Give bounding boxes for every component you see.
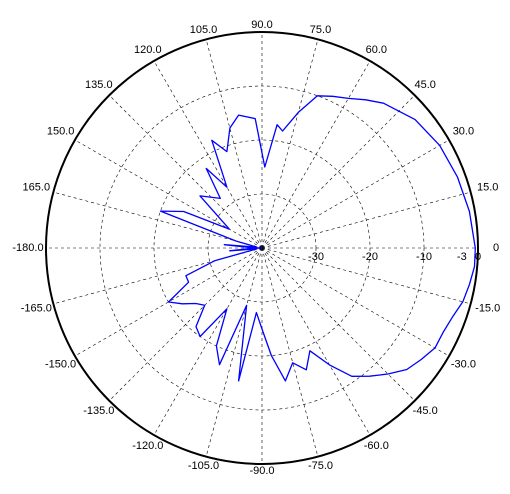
grid-spoke <box>261 247 471 305</box>
grid-spoke <box>261 247 371 436</box>
polar-grid <box>45 31 479 465</box>
grid-spoke <box>53 191 263 249</box>
angle-tick-label: -165.0 <box>21 303 52 315</box>
angle-tick-label: -30.0 <box>451 358 476 370</box>
radial-tick-label: -3 <box>457 251 467 263</box>
grid-spoke <box>74 139 263 249</box>
angle-tick-label: 45.0 <box>414 79 435 91</box>
angle-tick-label: 135.0 <box>85 79 113 91</box>
grid-spoke <box>153 247 263 436</box>
radial-tick-label: -30 <box>308 251 324 263</box>
grid-spoke <box>261 139 450 249</box>
angle-tick-label: 90.0 <box>251 19 272 31</box>
grid-spoke <box>261 39 319 249</box>
angle-tick-label: 165.0 <box>23 182 51 194</box>
polar-tick-labels: 0 15.0 30.0 45.0 60.0 75.0 90.0 105.0 120.0 135.0… <box>12 19 500 477</box>
angle-tick-label: 150.0 <box>47 126 75 138</box>
angle-tick-label: -45.0 <box>413 405 438 417</box>
radial-tick-label: 0 <box>475 251 481 263</box>
angle-tick-label: 105.0 <box>190 24 218 36</box>
angle-tick-label: -180.0 <box>12 242 43 254</box>
angle-tick-label: 0 <box>493 242 499 254</box>
grid-spoke <box>261 95 415 249</box>
outer-circle <box>45 31 479 465</box>
angle-tick-label: -135.0 <box>83 405 114 417</box>
angle-tick-label: 30.0 <box>453 126 474 138</box>
angle-tick-label: -60.0 <box>364 440 389 452</box>
radial-tick-label: -10 <box>416 251 432 263</box>
angle-tick-label: 60.0 <box>366 44 387 56</box>
series-line <box>159 95 476 382</box>
grid-spoke <box>205 247 263 457</box>
grid-spoke <box>261 247 319 457</box>
grid-spoke <box>261 60 371 249</box>
grid-spoke <box>205 39 263 249</box>
angle-tick-label: -120.0 <box>132 440 163 452</box>
angle-tick-label: 15.0 <box>477 182 498 194</box>
polar-series <box>159 95 476 382</box>
angle-tick-label: 75.0 <box>310 24 331 36</box>
grid-spoke <box>109 247 263 401</box>
angle-tick-label: -90.0 <box>249 465 274 477</box>
angle-tick-label: -150.0 <box>45 358 76 370</box>
grid-spoke <box>153 60 263 249</box>
radial-tick-label: -20 <box>362 251 378 263</box>
angle-tick-label: -75.0 <box>308 460 333 472</box>
angle-tick-label: 120.0 <box>134 44 162 56</box>
grid-spoke <box>261 247 415 401</box>
grid-spoke <box>261 247 450 357</box>
grid-spoke <box>261 191 471 249</box>
grid-spoke <box>109 95 263 249</box>
angle-tick-label: -15.0 <box>475 303 500 315</box>
angle-tick-label: -105.0 <box>188 460 219 472</box>
